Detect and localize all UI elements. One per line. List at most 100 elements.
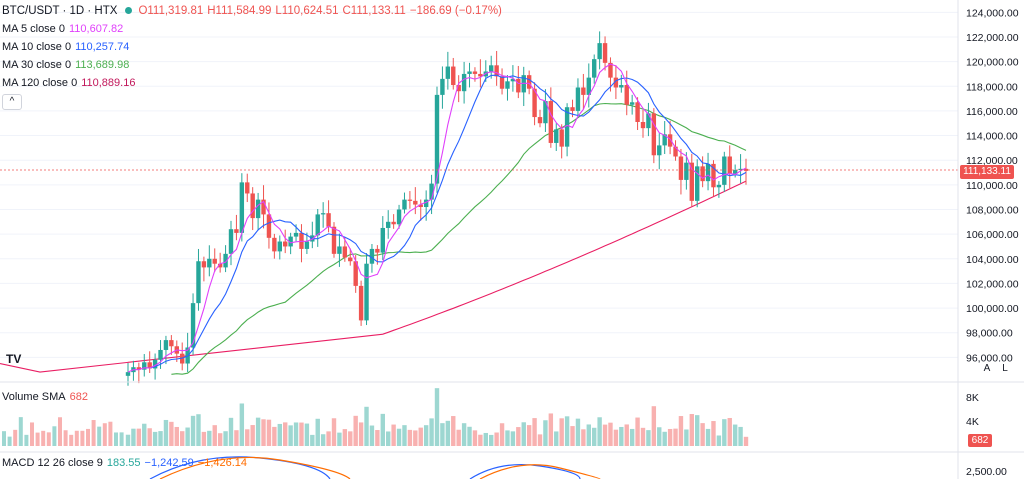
indicator-value: 110,257.74 [75, 41, 130, 53]
tradingview-logo: TV [6, 352, 22, 366]
candle-body [304, 241, 310, 249]
volume-bar [619, 426, 624, 446]
volume-bar [24, 434, 29, 446]
volume-bar [212, 425, 217, 446]
volume-bar [738, 426, 743, 446]
volume-bar [445, 420, 451, 446]
candle-body [554, 129, 559, 143]
candle-body [711, 163, 716, 188]
volume-bar [299, 422, 304, 446]
macd-lines [149, 456, 601, 479]
log-scale-button[interactable]: L [1002, 363, 1008, 374]
volume-bar [695, 415, 700, 446]
candle-body [196, 261, 201, 304]
volume-bar [521, 422, 526, 446]
volume-bar [510, 431, 516, 446]
ohlc-close: C111,133.11 [342, 5, 406, 17]
candle-body [478, 73, 483, 77]
volume-bar [136, 428, 142, 446]
volume-bar [532, 418, 537, 446]
volume-bar [288, 425, 293, 446]
macd-value-3: −1,426.14 [197, 457, 248, 469]
volume-bars [2, 388, 749, 446]
candle-body [207, 258, 212, 268]
ohlc-open: O111,319.81 [138, 5, 204, 17]
volume-bar [391, 424, 396, 446]
volume-bar [689, 414, 694, 446]
volume-bar [526, 425, 532, 446]
volume-bar [272, 426, 277, 446]
volume-bar [380, 413, 385, 446]
volume-bar [266, 419, 272, 446]
candle-body [358, 285, 364, 321]
candle-body [386, 221, 391, 228]
indicator-ma5[interactable]: MA 5 close 0 110,607.82 [2, 22, 127, 36]
indicator-label: MA 5 close 0 [2, 23, 65, 35]
candle-body [505, 81, 510, 89]
symbol-title[interactable]: BTC/USDT · 1D · HTX [2, 5, 118, 17]
candle-body [629, 102, 635, 105]
volume-bar [97, 426, 102, 446]
candle-body [499, 76, 505, 89]
macd-value-2: −1,242.59 [144, 457, 194, 469]
candle-body [261, 199, 266, 215]
candle-body [608, 62, 613, 78]
candle-body [163, 340, 169, 350]
candle-body [673, 146, 678, 157]
status-dot [125, 7, 133, 15]
ma5-line [127, 63, 747, 373]
volume-bar [640, 427, 646, 446]
volume-bar [125, 434, 131, 446]
volume-bar [74, 430, 79, 446]
candle-body [201, 261, 207, 268]
candle-body [651, 113, 657, 156]
indicator-value: 113,689.98 [75, 59, 130, 71]
volume-bar [119, 432, 124, 446]
collapse-legend-button[interactable]: ^ [2, 94, 22, 110]
price-tick-label: 108,000.00 [966, 204, 1019, 216]
candle-body [320, 213, 326, 215]
candle-body [548, 101, 554, 143]
macd-legend[interactable]: MACD 12 26 close 9 183.55 −1,242.59 −1,426.… [2, 456, 251, 470]
candle-body [472, 71, 478, 74]
volume-bar [657, 427, 662, 446]
volume-bar [185, 427, 190, 446]
candle-body [125, 372, 131, 376]
candle-body [526, 75, 532, 89]
candle-body [722, 156, 727, 185]
candle-body [234, 229, 239, 233]
candle-body [586, 77, 591, 95]
indicator-ma30[interactable]: MA 30 close 0 113,689.98 [2, 58, 133, 72]
indicator-ma120[interactable]: MA 120 close 0 110,889.16 [2, 76, 139, 90]
ohlc-change: −186.69 (−0.17%) [409, 5, 502, 17]
volume-bar [35, 432, 40, 446]
volume-bar [320, 434, 326, 446]
candle-body [418, 204, 423, 208]
volume-bar [684, 429, 689, 446]
volume-bar [413, 430, 418, 446]
price-tick-label: 98,000.00 [966, 328, 1013, 340]
volume-bar [255, 417, 261, 446]
volume-bar [315, 418, 320, 446]
price-tick-label: 112,000.00 [966, 155, 1018, 167]
auto-scale-button[interactable]: A [983, 363, 991, 374]
volume-bar [174, 426, 179, 446]
indicator-ma10[interactable]: MA 10 close 0 110,257.74 [2, 40, 133, 54]
candle-body [266, 214, 272, 238]
candle-body [217, 263, 223, 268]
price-tick-label: 96,000.00 [966, 352, 1013, 364]
candle-body [451, 66, 456, 86]
volume-bar [489, 434, 494, 446]
volume-legend[interactable]: Volume SMA 682 [2, 390, 92, 404]
candle-body [570, 107, 575, 111]
candle-body [147, 362, 152, 369]
volume-bar [727, 417, 732, 446]
volume-bar [418, 427, 423, 446]
candle-body [440, 78, 445, 95]
price-tick-label: 110,000.00 [966, 180, 1018, 192]
indicator-label: MA 10 close 0 [2, 41, 72, 53]
volume-bar [678, 416, 684, 446]
volume-bar [711, 421, 716, 446]
price-tick-label: 120,000.00 [966, 57, 1019, 69]
